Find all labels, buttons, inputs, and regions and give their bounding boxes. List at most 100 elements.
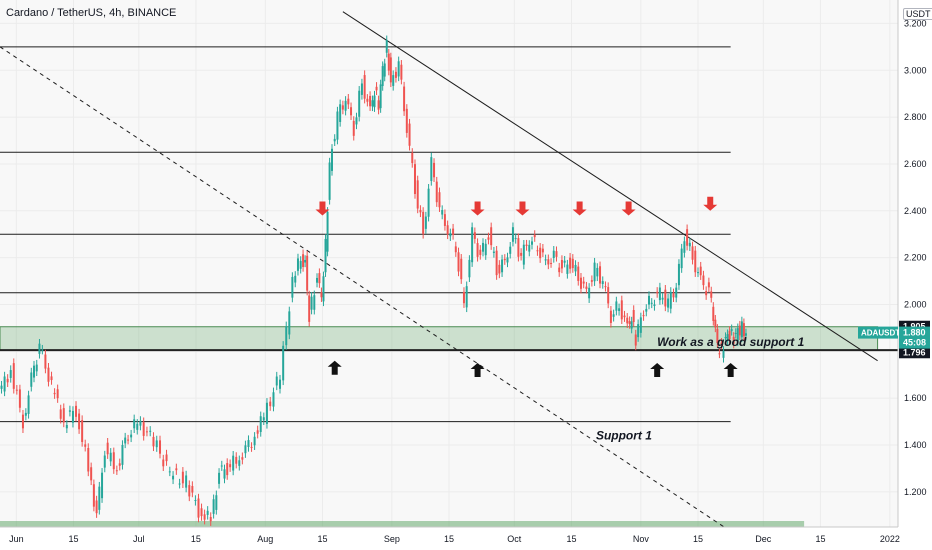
candle-body (623, 315, 626, 318)
candle-body (588, 287, 591, 299)
candle-body (730, 329, 733, 331)
price-axis[interactable] (898, 0, 932, 550)
price-series (0, 35, 747, 526)
candle-body (352, 120, 355, 136)
candle-body (322, 276, 325, 302)
candle-body (705, 291, 708, 296)
candle-body (98, 486, 101, 510)
y-tick-label: 1.600 (904, 393, 927, 403)
x-tick-label: 15 (693, 534, 703, 544)
candle-body (377, 100, 380, 110)
candle-body (0, 385, 3, 389)
candle-body (275, 376, 278, 386)
candle-body (272, 392, 275, 407)
candle-body (541, 248, 544, 253)
black-up-arrow (327, 360, 342, 375)
red-down-arrow (315, 201, 330, 216)
candle-body (722, 350, 725, 358)
candle-body (686, 229, 689, 246)
x-tick-label: Dec (755, 534, 772, 544)
candle-body (403, 86, 406, 112)
candle-body (726, 334, 729, 341)
time-axis[interactable] (0, 527, 932, 550)
x-tick-label: Nov (633, 534, 650, 544)
candle-body (15, 389, 18, 391)
annotation-label: Work as a good support 1 (657, 335, 804, 349)
price-tag-bottom-bg (899, 346, 930, 359)
candle-body (604, 286, 607, 288)
candle-body (482, 242, 485, 252)
x-tick-label: 15 (566, 534, 576, 544)
annotation-label: Support 1 (596, 429, 652, 443)
candle-body (506, 257, 509, 263)
candle-body (413, 164, 416, 195)
chart-grid (0, 0, 898, 527)
candle-body (609, 310, 612, 323)
candle-body (291, 276, 294, 298)
candle-body (379, 84, 382, 109)
y-tick-label: 2.600 (904, 159, 927, 169)
candle-body (78, 413, 81, 430)
candle-body (316, 277, 319, 283)
candle-body (476, 243, 479, 257)
candle-body (716, 328, 719, 344)
candle-body (121, 444, 124, 465)
candle-body (336, 111, 339, 140)
candle-body (648, 295, 651, 305)
candle-body (288, 311, 291, 335)
candle-body (590, 280, 593, 282)
candle-body (712, 306, 715, 321)
candle-body (373, 95, 376, 108)
candle-body (658, 287, 661, 301)
candle-body (744, 333, 747, 336)
x-tick-label: Oct (507, 534, 522, 544)
candle-body (241, 457, 244, 460)
candle-body (200, 508, 203, 517)
candle-body (471, 227, 474, 263)
candle-body (133, 419, 136, 429)
symbol-tag: ADAUSDT (861, 329, 900, 338)
candle-body (430, 157, 433, 181)
candle-body (601, 281, 604, 284)
candle-body (247, 440, 250, 447)
candle-body (433, 162, 436, 178)
candle-body (462, 291, 465, 304)
candle-body (47, 367, 50, 382)
candle-body (339, 104, 342, 122)
candle-body (495, 250, 498, 276)
candle-body (675, 287, 678, 298)
candle-body (355, 117, 358, 125)
current-price-label: 1.880 (903, 328, 926, 338)
candle-body (718, 353, 721, 355)
candle-body (385, 40, 388, 53)
candle-body (490, 227, 493, 246)
candle-body (87, 447, 90, 472)
candle-body (550, 262, 553, 264)
y-tick-label: 2.000 (904, 299, 927, 309)
y-tick-label: 1.400 (904, 440, 927, 450)
candle-body (738, 325, 741, 336)
candle-body (683, 241, 686, 253)
candle-body (571, 258, 574, 269)
candle-body (728, 330, 731, 340)
candle-body (699, 266, 702, 276)
candle-body (427, 188, 430, 217)
candle-body (44, 354, 47, 369)
candle-body (256, 430, 259, 434)
candle-body (320, 292, 323, 298)
currency-badge[interactable]: USDT (903, 8, 932, 20)
candle-body (509, 246, 512, 254)
candle-body (473, 232, 476, 239)
candle-body (115, 470, 118, 472)
candle-body (235, 456, 238, 464)
candle-body (59, 409, 62, 419)
candle-body (724, 337, 727, 339)
candle-body (498, 264, 501, 274)
candle-body (514, 238, 517, 240)
candle-body (71, 410, 74, 423)
current-price-bg (899, 326, 930, 349)
candle-body (667, 298, 670, 308)
candle-body (9, 370, 12, 378)
